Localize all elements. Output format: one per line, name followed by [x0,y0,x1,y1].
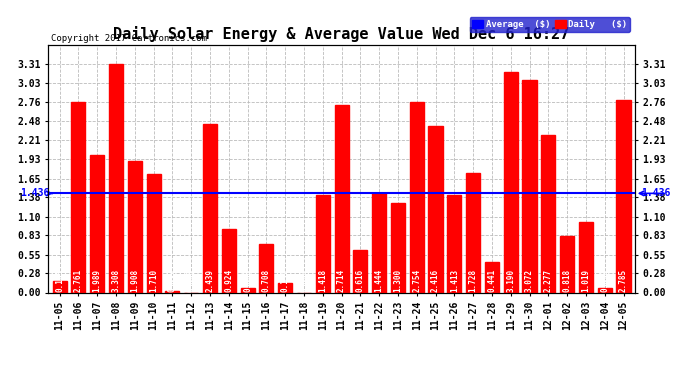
Text: 1.300: 1.300 [393,268,402,292]
Bar [560,236,574,292]
Text: 2.439: 2.439 [206,268,215,292]
Legend: Average  ($), Daily   ($): Average ($), Daily ($) [470,17,630,32]
Text: 1.019: 1.019 [582,268,591,292]
Bar [372,193,386,292]
Text: 2.785: 2.785 [619,268,628,292]
Text: 0.818: 0.818 [562,268,571,292]
Text: 1.436: 1.436 [20,188,49,198]
Text: 0.000: 0.000 [187,268,196,292]
Bar [109,64,123,292]
Bar [410,102,424,292]
Bar [316,195,330,292]
Text: 0.000: 0.000 [299,268,308,292]
Bar [391,203,405,292]
Bar [71,102,86,292]
Text: 3.190: 3.190 [506,268,515,292]
Text: 3.072: 3.072 [525,268,534,292]
Bar [616,100,631,292]
Bar [221,229,236,292]
Text: 2.714: 2.714 [337,268,346,292]
Bar [466,173,480,292]
Text: 2.761: 2.761 [74,268,83,292]
Bar [128,161,142,292]
Text: 0.068: 0.068 [243,268,252,292]
Bar [146,174,161,292]
Text: 0.165: 0.165 [55,268,64,292]
Bar [579,222,593,292]
Bar [166,291,179,292]
Bar [485,262,499,292]
Text: 2.754: 2.754 [412,268,421,292]
Text: 0.017: 0.017 [168,268,177,292]
Text: 1.728: 1.728 [469,268,477,292]
Text: 1.418: 1.418 [318,268,327,292]
Bar [504,72,518,292]
Text: 1.710: 1.710 [149,268,158,292]
Text: 2.277: 2.277 [544,268,553,292]
Bar [259,244,273,292]
Bar [447,195,462,292]
Bar [541,135,555,292]
Title: Daily Solar Energy & Average Value Wed Dec 6 16:27: Daily Solar Energy & Average Value Wed D… [113,27,570,42]
Bar [90,155,104,292]
Bar [522,80,537,292]
Text: 1.989: 1.989 [92,268,101,292]
Text: 0.441: 0.441 [487,268,496,292]
Bar [278,283,292,292]
Text: 0.924: 0.924 [224,268,233,292]
Text: 0.070: 0.070 [600,268,609,292]
Text: 1.444: 1.444 [375,268,384,292]
Text: 0.616: 0.616 [356,268,365,292]
Bar [52,281,67,292]
Text: 0.708: 0.708 [262,268,271,292]
Text: 2.416: 2.416 [431,268,440,292]
Bar [598,288,612,292]
Bar [241,288,255,292]
Bar [203,124,217,292]
Text: 1.908: 1.908 [130,268,139,292]
Text: Copyright 2017 Cartronics.com: Copyright 2017 Cartronics.com [51,33,207,42]
Text: 1.436: 1.436 [641,188,670,198]
Text: 0.137: 0.137 [281,268,290,292]
Text: 3.308: 3.308 [112,268,121,292]
Bar [428,126,442,292]
Text: 1.413: 1.413 [450,268,459,292]
Bar [353,250,367,292]
Bar [335,105,348,292]
